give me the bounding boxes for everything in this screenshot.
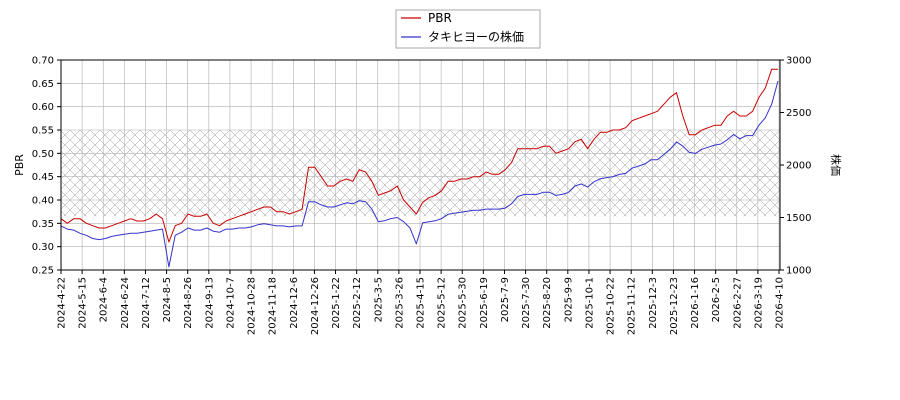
x-tick-label: 2024-12-6	[289, 277, 300, 329]
x-tick-label: 2025-7-9	[500, 277, 511, 322]
x-tick-label: 2024-10-7	[225, 277, 236, 329]
y-left-tick-label: 0.25	[32, 266, 54, 277]
right-axis: 1000 1500 2000 2500 3000	[780, 56, 811, 277]
x-tick-label: 2024-10-28	[247, 277, 258, 335]
y-left-tick-label: 0.45	[32, 172, 54, 183]
y-right-tick-label: 1000	[786, 266, 811, 277]
x-tick-label: 2025-5-30	[458, 277, 469, 329]
x-tick-label: 2024-6-4	[99, 277, 110, 322]
y-left-tick-label: 0.40	[32, 196, 54, 207]
y-left-title: PBR	[13, 154, 26, 176]
x-tick-label: 2025-10-1	[584, 277, 595, 329]
x-tick-label: 2024-4-22	[57, 277, 68, 329]
y-left-tick-label: 0.65	[32, 79, 54, 90]
left-axis: 0.25 0.30 0.35 0.40 0.45 0.50 0.55 0.60 0.65 0.70	[32, 56, 61, 277]
y-left-tick-label: 0.60	[32, 102, 54, 113]
x-tick-label: 2025-11-12	[627, 277, 638, 335]
series-line-pbr	[61, 68, 778, 243]
x-tick-label: 2026-2-27	[732, 277, 743, 329]
x-tick-label: 2025-2-12	[352, 277, 363, 329]
x-tick-label: 2026-3-19	[753, 277, 764, 329]
x-tick-label: 2025-12-3	[648, 277, 659, 329]
x-tick-label: 2025-3-26	[394, 277, 405, 329]
series-line-price	[61, 80, 779, 268]
x-tick-label: 2025-1-22	[331, 277, 342, 329]
y-right-tick-label: 3000	[786, 56, 811, 67]
x-tick-label: 2025-5-12	[437, 277, 448, 329]
y-left-tick-label: 0.35	[32, 219, 54, 230]
x-tick-label: 2025-6-19	[479, 277, 490, 329]
x-tick-label: 2024-5-15	[78, 277, 89, 329]
y-left-tick-label: 0.55	[32, 126, 54, 137]
x-tick-label: 2024-12-26	[310, 277, 321, 335]
x-tick-label: 2026-2-5	[711, 277, 722, 322]
x-tick-label: 2024-7-12	[141, 277, 152, 329]
x-tick-label: 2025-12-23	[669, 277, 680, 335]
x-tick-label: 2025-4-15	[416, 277, 427, 329]
y-left-tick-label: 0.30	[32, 242, 54, 253]
x-tick-label: 2025-7-30	[521, 277, 532, 329]
y-right-title: 株価	[829, 154, 843, 176]
legend-label-pbr: PBR	[428, 11, 452, 25]
x-tick-label: 2026-4-10	[775, 277, 786, 329]
y-left-tick-label: 0.50	[32, 149, 54, 160]
x-tick-label: 2026-1-16	[690, 277, 701, 329]
y-right-tick-label: 2500	[786, 108, 811, 119]
x-tick-label: 2024-11-18	[268, 277, 279, 335]
legend-box	[395, 9, 541, 49]
legend-label-price: タキヒヨーの株価	[428, 29, 524, 44]
legend: PBR タキヒヨーの株価	[395, 9, 541, 49]
series-layer	[61, 68, 779, 268]
x-tick-label: 2025-9-9	[563, 277, 574, 322]
x-tick-label: 2025-3-5	[373, 277, 384, 322]
y-right-tick-label: 2000	[786, 161, 811, 172]
x-tick-label: 2024-8-26	[183, 277, 194, 329]
x-tick-label: 2025-8-20	[542, 277, 553, 329]
x-tick-label: 2025-10-22	[606, 277, 617, 335]
shaded-band	[61, 130, 780, 217]
y-right-tick-label: 1500	[786, 213, 811, 224]
y-left-tick-label: 0.70	[32, 56, 54, 67]
x-tick-label: 2024-6-24	[120, 277, 131, 329]
x-tick-label: 2024-9-13	[204, 277, 215, 329]
x-tick-label: 2024-8-5	[162, 277, 173, 322]
x-axis: 2024-4-22 2024-5-15 2024-6-4 2024-6-24 2024-…	[57, 270, 786, 335]
